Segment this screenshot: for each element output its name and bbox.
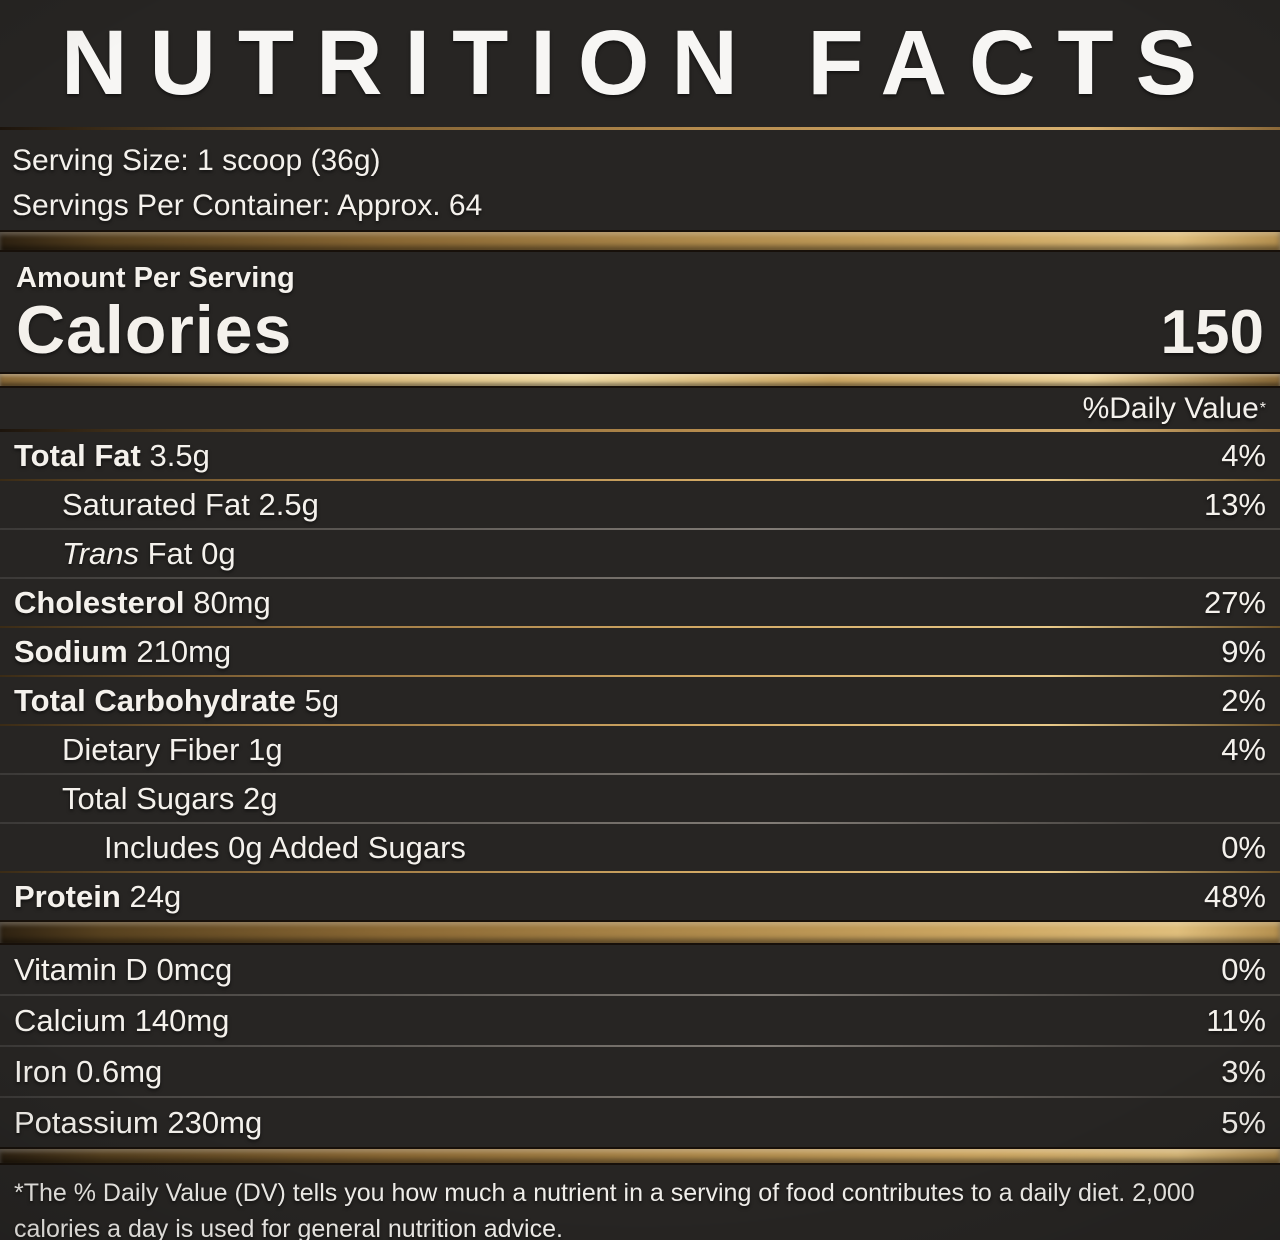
daily-value-header-text: %Daily Value bbox=[1082, 391, 1259, 425]
nutrient-amount: 24g bbox=[129, 878, 182, 914]
divider-gold bbox=[0, 871, 1280, 873]
serving-info: Serving Size: 1 scoop (36g) Servings Per… bbox=[0, 130, 1280, 230]
nutrient-amount: 80mg bbox=[193, 584, 271, 620]
nutrient-dv: 11% bbox=[1206, 1002, 1266, 1038]
gold-bar bbox=[0, 372, 1280, 388]
divider-gold bbox=[0, 675, 1280, 677]
nutrient-name: Dietary Fiber bbox=[62, 731, 240, 767]
nutrient-name: Cholesterol bbox=[14, 584, 185, 620]
daily-value-header: %Daily Value * bbox=[0, 388, 1280, 429]
daily-value-marker: * bbox=[1259, 399, 1266, 417]
nutrient-row: Total Fat 3.5g 4% bbox=[0, 432, 1280, 479]
nutrient-dv: 3% bbox=[1221, 1053, 1266, 1089]
nutrient-name: Calcium bbox=[14, 1002, 126, 1038]
calories-label: Calories bbox=[16, 292, 293, 368]
nutrient-dv: 5% bbox=[1221, 1104, 1266, 1140]
nutrient-amount: 0mcg bbox=[156, 951, 233, 987]
gold-bar bbox=[0, 230, 1280, 252]
divider-gray bbox=[0, 1045, 1280, 1047]
nutrient-name: Saturated Fat bbox=[62, 486, 250, 522]
nutrient-name: Potassium bbox=[14, 1104, 159, 1140]
page-title: NUTRITION FACTS bbox=[61, 12, 1219, 114]
nutrient-name: Vitamin D bbox=[14, 951, 148, 987]
nutrient-amount: 210mg bbox=[136, 633, 232, 669]
nutrient-row: Cholesterol 80mg 27% bbox=[0, 579, 1280, 626]
divider-gray bbox=[0, 1096, 1280, 1098]
nutrient-name: Total Fat bbox=[14, 437, 141, 473]
serving-size-text: Serving Size: 1 scoop (36g) bbox=[12, 144, 381, 177]
nutrient-row: Vitamin D 0mcg 0% bbox=[0, 945, 1280, 994]
divider-gold bbox=[0, 479, 1280, 481]
divider-gray bbox=[0, 994, 1280, 996]
divider-gold bbox=[0, 724, 1280, 726]
nutrient-row: Trans Fat 0g bbox=[0, 530, 1280, 577]
nutrient-row: Iron 0.6mg 3% bbox=[0, 1047, 1280, 1096]
nutrient-row: Potassium 230mg 5% bbox=[0, 1098, 1280, 1147]
divider-gold-thin bbox=[0, 429, 1280, 432]
nutrient-amount: 0.6mg bbox=[76, 1053, 163, 1089]
nutrient-row: Calcium 140mg 11% bbox=[0, 996, 1280, 1045]
nutrient-row: Saturated Fat 2.5g 13% bbox=[0, 481, 1280, 528]
nutrient-name: Protein bbox=[14, 878, 121, 914]
nutrient-name: Fat bbox=[147, 535, 193, 571]
divider-gold bbox=[0, 626, 1280, 628]
nutrient-amount: 2g bbox=[243, 780, 278, 816]
nutrient-row: Protein 24g 48% bbox=[0, 873, 1280, 920]
nutrient-dv: 4% bbox=[1221, 437, 1266, 473]
nutrient-row: Includes 0g Added Sugars 0% bbox=[0, 824, 1280, 871]
nutrient-dv: 27% bbox=[1203, 584, 1266, 620]
nutrient-name-italic: Trans bbox=[62, 535, 139, 571]
nutrient-row: Sodium 210mg 9% bbox=[0, 628, 1280, 675]
nutrient-amount: 2.5g bbox=[258, 486, 319, 522]
divider-gray bbox=[0, 822, 1280, 824]
servings-per-container-text: Servings Per Container: Approx. 64 bbox=[12, 189, 483, 222]
calories-section: Amount Per Serving Calories 150 bbox=[0, 252, 1280, 372]
daily-value-footnote: *The % Daily Value (DV) tells you how mu… bbox=[14, 1179, 1195, 1240]
divider-gray bbox=[0, 773, 1280, 775]
nutrient-amount: 140mg bbox=[134, 1002, 230, 1038]
nutrient-row: Total Sugars 2g bbox=[0, 775, 1280, 822]
amount-per-serving-label: Amount Per Serving bbox=[16, 262, 295, 294]
nutrient-row: Dietary Fiber 1g 4% bbox=[0, 726, 1280, 773]
nutrient-amount: 0g bbox=[201, 535, 236, 571]
nutrient-name: Total Sugars bbox=[62, 780, 235, 816]
nutrient-name: Sodium bbox=[14, 633, 128, 669]
nutrient-dv: 9% bbox=[1221, 633, 1266, 669]
divider-gold-thin bbox=[0, 127, 1280, 130]
nutrient-dv: 48% bbox=[1203, 878, 1266, 914]
nutrient-row: Total Carbohydrate 5g 2% bbox=[0, 677, 1280, 724]
nutrient-dv: 0% bbox=[1221, 951, 1266, 987]
nutrient-name: Total Carbohydrate bbox=[14, 682, 296, 718]
nutrient-dv: 2% bbox=[1221, 682, 1266, 718]
calories-value: 150 bbox=[1160, 298, 1264, 367]
gold-bar bbox=[0, 920, 1280, 945]
nutrient-amount: 230mg bbox=[167, 1104, 263, 1140]
divider-gray bbox=[0, 577, 1280, 579]
nutrient-amount: 1g bbox=[248, 731, 283, 767]
divider-gray bbox=[0, 528, 1280, 530]
nutrient-dv: 0% bbox=[1221, 829, 1266, 865]
nutrient-dv: 4% bbox=[1221, 731, 1266, 767]
nutrient-dv: 13% bbox=[1203, 486, 1266, 522]
nutrient-amount: 3.5g bbox=[149, 437, 210, 473]
nutrient-name: Iron bbox=[14, 1053, 68, 1089]
gold-bar bbox=[0, 1147, 1280, 1165]
nutrient-amount: 5g bbox=[304, 682, 340, 718]
nutrient-name: Includes 0g Added Sugars bbox=[104, 829, 466, 865]
